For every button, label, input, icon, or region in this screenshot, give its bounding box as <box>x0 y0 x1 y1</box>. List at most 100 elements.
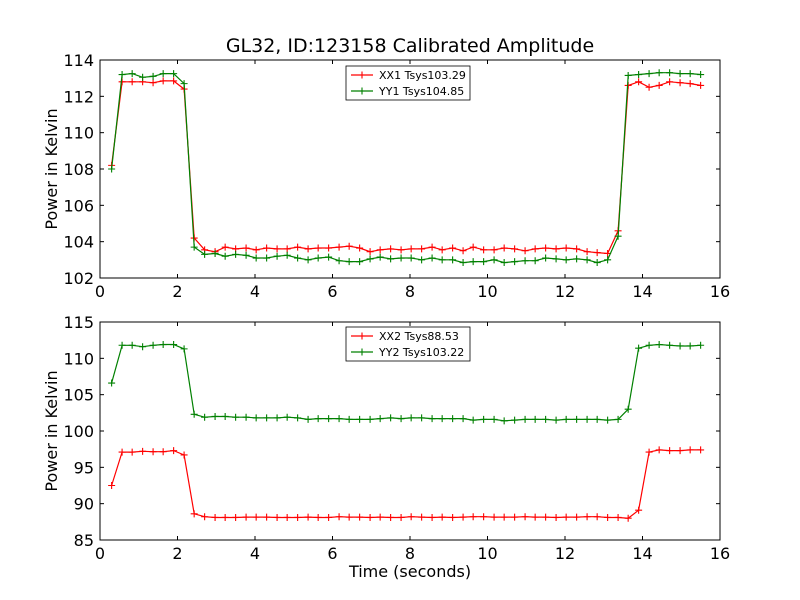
data-point <box>180 451 188 459</box>
data-point <box>252 513 260 521</box>
data-point <box>542 244 550 252</box>
data-point <box>221 252 229 260</box>
data-point <box>242 251 250 259</box>
data-point <box>149 72 157 80</box>
data-point <box>511 245 519 253</box>
data-point <box>676 342 684 350</box>
data-point <box>190 510 198 518</box>
data-point <box>201 513 209 521</box>
data-point <box>283 245 291 253</box>
data-point <box>511 416 519 424</box>
data-point <box>480 415 488 423</box>
data-point <box>387 245 395 253</box>
y-tick-label: 100 <box>63 422 94 441</box>
data-point <box>232 413 240 421</box>
data-point <box>108 482 116 489</box>
data-point <box>593 249 601 257</box>
data-point <box>542 415 550 423</box>
y-tick-label: 108 <box>63 160 94 179</box>
data-point <box>469 416 477 424</box>
data-point <box>593 259 601 267</box>
data-point <box>314 254 322 262</box>
x-tick-label: 8 <box>405 544 415 563</box>
y-tick-label: 110 <box>63 349 94 368</box>
data-point <box>159 448 167 456</box>
data-point <box>283 413 291 421</box>
data-point <box>366 513 374 521</box>
data-point <box>531 245 539 253</box>
data-point <box>490 256 498 264</box>
data-point <box>686 342 694 350</box>
data-point <box>511 258 519 266</box>
data-point <box>108 165 116 173</box>
data-point <box>304 256 312 264</box>
x-tick-label: 0 <box>95 282 105 301</box>
data-point <box>356 415 364 423</box>
data-point <box>583 415 591 423</box>
data-point <box>604 513 612 521</box>
data-point <box>252 246 260 254</box>
data-point <box>418 245 426 253</box>
data-point <box>552 513 560 521</box>
data-point <box>304 245 312 253</box>
data-point <box>128 448 136 456</box>
x-tick-label: 10 <box>477 544 497 563</box>
y-tick-label: 105 <box>63 386 94 405</box>
x-tick-label: 14 <box>632 282 652 301</box>
data-point <box>294 513 302 521</box>
x-tick-label: 16 <box>710 282 730 301</box>
data-point <box>335 257 343 265</box>
data-point <box>562 244 570 252</box>
y-axis-label: Power in Kelvin <box>42 108 61 229</box>
data-point <box>118 341 126 349</box>
data-point <box>645 70 653 78</box>
x-tick-label: 6 <box>327 282 337 301</box>
legend-label-1: XX1 Tsys103.29 <box>379 69 466 82</box>
data-point <box>552 245 560 253</box>
data-point <box>676 79 684 87</box>
data-point <box>325 513 333 521</box>
y-tick-label: 110 <box>63 124 94 143</box>
x-tick-label: 6 <box>327 544 337 563</box>
data-point <box>252 414 260 422</box>
data-point <box>645 448 653 456</box>
data-point <box>686 80 694 88</box>
data-point <box>645 83 653 91</box>
data-point <box>593 415 601 423</box>
data-point <box>325 415 333 423</box>
data-point <box>645 341 653 349</box>
data-point <box>666 78 674 86</box>
data-point <box>376 513 384 521</box>
data-point <box>304 415 312 423</box>
data-point <box>438 513 446 521</box>
data-point <box>500 259 508 267</box>
data-point <box>583 513 591 521</box>
data-point <box>190 410 198 418</box>
data-point <box>480 246 488 254</box>
y-tick-label: 95 <box>74 458 94 477</box>
data-point <box>345 415 353 423</box>
data-point <box>635 71 643 79</box>
data-point <box>407 245 415 253</box>
data-point <box>635 506 643 514</box>
data-point <box>325 244 333 252</box>
data-point <box>273 245 281 253</box>
data-point <box>676 70 684 78</box>
y-tick-label: 114 <box>63 51 94 70</box>
data-point <box>211 249 219 257</box>
data-point <box>180 80 188 88</box>
data-point <box>521 257 529 265</box>
top-chart: GL32, ID:123158 Calibrated Amplitude 0 2 4 6… <box>42 35 730 301</box>
data-point <box>490 513 498 521</box>
data-point <box>211 412 219 420</box>
data-point <box>531 257 539 265</box>
data-point <box>263 254 271 262</box>
data-point <box>345 258 353 266</box>
legend-marker-2 <box>358 348 366 356</box>
data-point <box>335 513 343 521</box>
data-point <box>139 447 147 455</box>
data-point <box>418 513 426 521</box>
data-point <box>345 513 353 521</box>
data-point <box>573 255 581 263</box>
